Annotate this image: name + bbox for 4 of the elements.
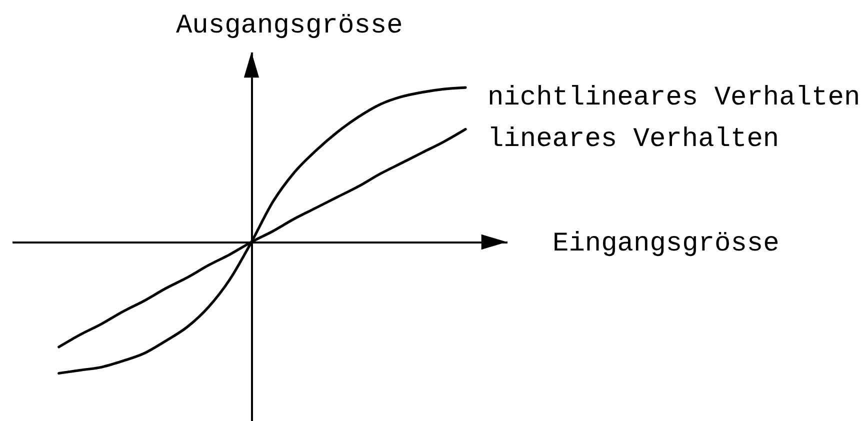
series-label: lineares Verhalten bbox=[487, 125, 780, 156]
x-axis-title: Eingangsgrösse bbox=[552, 229, 780, 260]
series-label: nichtlineares Verhalten bbox=[487, 84, 860, 114]
y-axis-title: Ausgangsgrösse bbox=[176, 12, 403, 42]
